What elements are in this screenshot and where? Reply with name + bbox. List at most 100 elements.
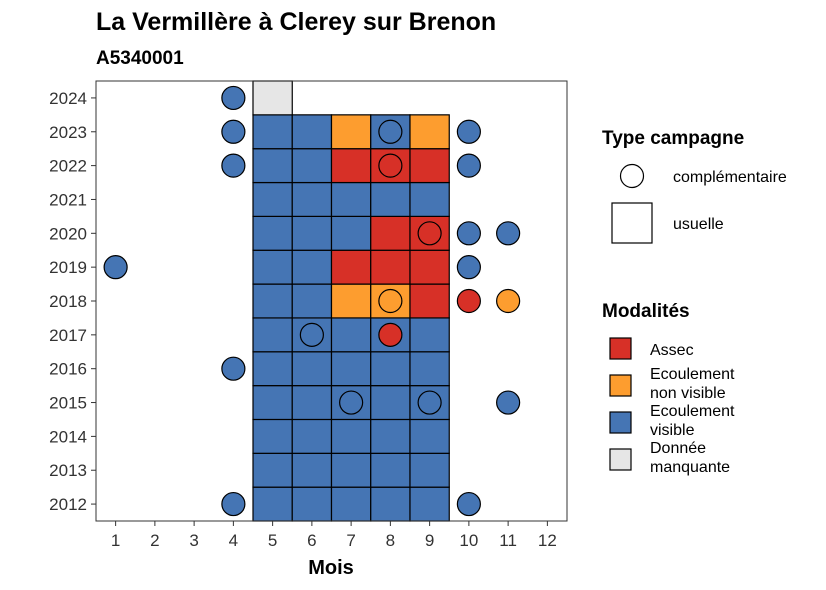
point-2015-9 — [417, 390, 442, 415]
tile-2012-8 — [370, 486, 411, 522]
tile-2021-5 — [252, 181, 293, 217]
x-axis-title: Mois — [308, 557, 354, 579]
legend-complementaire-label: complémentaire — [673, 169, 787, 186]
y-tick-label-2020: 2020 — [49, 224, 87, 243]
tile-2023-5 — [252, 114, 293, 150]
tile-2013-5 — [252, 452, 293, 488]
point-2012-4 — [221, 491, 246, 517]
legend-square-key — [611, 202, 653, 244]
x-tick-label-5: 5 — [268, 531, 277, 550]
tile-2019-7 — [330, 249, 372, 285]
tile-2014-7 — [330, 418, 372, 454]
tile-2013-8 — [370, 452, 411, 488]
legend-label-assec: Assec — [650, 342, 694, 359]
tile-2018-9 — [409, 283, 450, 319]
y-tick-label-2022: 2022 — [49, 157, 87, 176]
legend-type-campagne: Type campagne complémentaire usuelle — [602, 128, 787, 244]
legend-circle-key — [619, 163, 645, 189]
legend-label-ecoulement_non_visible-line1: Ecoulement — [650, 366, 735, 383]
legend-label-ecoulement_visible-line1: Ecoulement — [650, 403, 735, 420]
point-2017-6 — [299, 322, 324, 347]
x-tick-label-9: 9 — [425, 531, 434, 550]
y-tick-label-2013: 2013 — [49, 461, 87, 480]
tile-2014-8 — [370, 418, 411, 454]
tile-2018-7 — [330, 283, 372, 319]
tiles-layer — [252, 80, 450, 522]
tile-2013-6 — [291, 452, 333, 488]
tile-2022-6 — [291, 148, 333, 184]
point-2019-1 — [103, 255, 128, 280]
y-tick-label-2015: 2015 — [49, 394, 87, 413]
tile-2016-6 — [291, 351, 333, 387]
legend-swatch-ecoulement_non_visible — [609, 374, 632, 397]
y-tick-label-2021: 2021 — [49, 190, 87, 209]
points-layer — [103, 85, 521, 517]
tile-2012-7 — [330, 486, 372, 522]
x-tick-label-11: 11 — [499, 531, 517, 550]
x-tick-label-12: 12 — [538, 531, 557, 550]
point-2019-10 — [456, 255, 481, 280]
x-axis: 1 2 3 4 5 6 7 8 9 10 11 12 — [111, 521, 557, 550]
y-tick-label-2024: 2024 — [49, 89, 87, 108]
point-2020-9 — [417, 221, 442, 246]
tile-2016-5 — [252, 351, 293, 387]
tile-2017-9 — [409, 317, 450, 353]
point-2020-10 — [456, 221, 481, 246]
y-tick-label-2012: 2012 — [49, 495, 87, 514]
y-tick-label-2017: 2017 — [49, 326, 87, 345]
tile-2017-7 — [330, 317, 372, 353]
tile-2019-9 — [409, 249, 450, 285]
point-2018-11 — [496, 288, 521, 314]
tile-2018-6 — [291, 283, 333, 319]
tile-2021-6 — [291, 181, 333, 217]
y-axis: 2012 2013 2014 2015 2016 2017 2018 2019 2020 2021… — [49, 89, 96, 514]
tile-2021-7 — [330, 181, 372, 217]
x-tick-label-3: 3 — [189, 531, 198, 550]
legend-label-ecoulement_visible-line2: visible — [650, 422, 695, 439]
tile-2012-9 — [409, 486, 450, 522]
x-tick-label-2: 2 — [150, 531, 159, 550]
chart-subtitle: A5340001 — [96, 48, 184, 69]
tile-2013-9 — [409, 452, 450, 488]
x-tick-label-6: 6 — [307, 531, 316, 550]
point-2017-8 — [378, 322, 403, 347]
plot-area — [95, 80, 568, 522]
tile-2020-6 — [291, 215, 333, 251]
tile-2020-5 — [252, 215, 293, 251]
tile-2016-7 — [330, 351, 372, 387]
x-tick-label-1: 1 — [111, 531, 120, 550]
tile-2023-9 — [409, 114, 450, 150]
point-2020-11 — [496, 221, 521, 246]
tile-2024-5 — [252, 80, 293, 116]
x-tick-label-7: 7 — [346, 531, 355, 550]
tile-2013-7 — [330, 452, 372, 488]
tile-2015-8 — [370, 385, 411, 421]
point-2022-4 — [221, 153, 246, 178]
tile-2023-7 — [330, 114, 372, 150]
legend-shape-title: Type campagne — [602, 128, 744, 149]
y-tick-label-2014: 2014 — [49, 427, 87, 446]
tile-2017-5 — [252, 317, 293, 353]
point-2018-8 — [378, 288, 403, 314]
tile-2018-5 — [252, 283, 293, 319]
tile-2022-5 — [252, 148, 293, 184]
tile-2021-9 — [409, 181, 450, 217]
tile-2014-9 — [409, 418, 450, 454]
tile-2022-9 — [409, 148, 450, 184]
point-2022-8 — [378, 153, 403, 178]
tile-2019-5 — [252, 249, 293, 285]
legend-swatch-assec — [609, 337, 632, 360]
tile-2019-6 — [291, 249, 333, 285]
x-tick-label-4: 4 — [229, 531, 238, 550]
point-2015-7 — [339, 390, 364, 415]
tile-2019-8 — [370, 249, 411, 285]
chart-title: La Vermillère à Clerey sur Brenon — [96, 8, 496, 36]
tile-2023-6 — [291, 114, 333, 150]
point-2016-4 — [221, 356, 246, 381]
legend-color-title: Modalités — [602, 301, 690, 322]
point-2022-10 — [456, 153, 481, 178]
point-2015-11 — [496, 390, 521, 415]
